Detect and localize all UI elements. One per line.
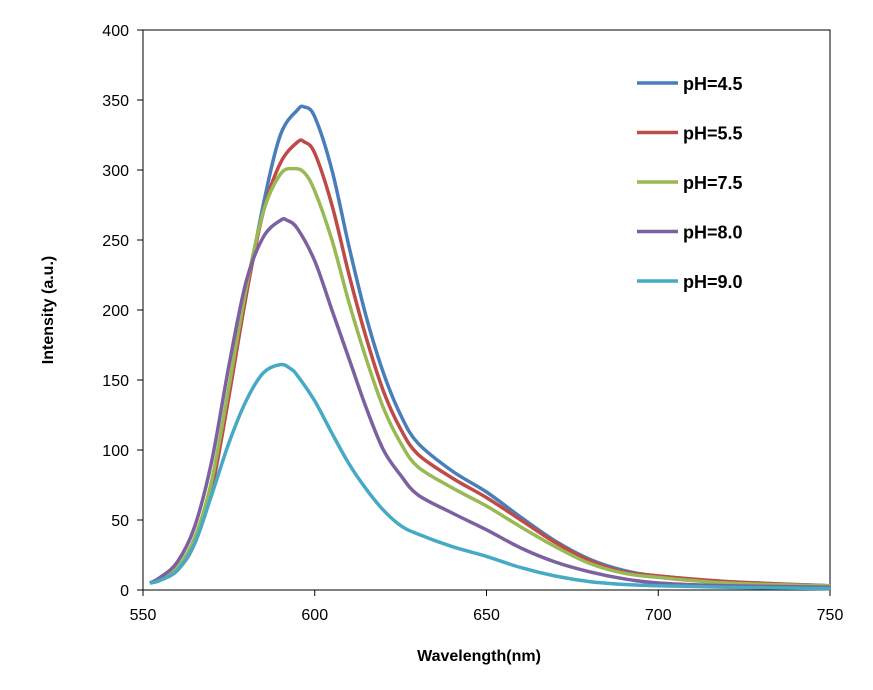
y-tick-label: 50 bbox=[111, 513, 129, 530]
legend-label: pH=8.0 bbox=[683, 223, 743, 243]
x-tick-label: 750 bbox=[817, 607, 844, 624]
x-tick-label: 700 bbox=[645, 607, 672, 624]
y-tick-label: 0 bbox=[120, 583, 129, 600]
x-tick-label: 600 bbox=[301, 607, 328, 624]
y-tick-label: 250 bbox=[102, 233, 129, 250]
series-line-pH=7.5 bbox=[149, 166, 831, 588]
legend-label: pH=5.5 bbox=[683, 124, 743, 144]
x-tick-label: 550 bbox=[130, 607, 157, 624]
y-tick-label: 400 bbox=[102, 23, 129, 40]
legend-label: pH=7.5 bbox=[683, 173, 743, 193]
x-tick-label: 650 bbox=[473, 607, 500, 624]
x-axis-label: Wavelength(nm) bbox=[417, 648, 541, 665]
y-axis-label: Intensity (a.u.) bbox=[40, 256, 57, 364]
legend-label: pH=9.0 bbox=[683, 272, 743, 292]
y-tick-label: 200 bbox=[102, 303, 129, 320]
y-tick-label: 350 bbox=[102, 93, 129, 110]
y-tick-label: 100 bbox=[102, 443, 129, 460]
legend-label: pH=4.5 bbox=[683, 74, 743, 94]
y-tick-label: 150 bbox=[102, 373, 129, 390]
series-line-pH=5.5 bbox=[149, 138, 831, 588]
series-line-pH=9.0 bbox=[149, 362, 831, 591]
series-line-pH=8.0 bbox=[149, 217, 831, 589]
y-tick-label: 300 bbox=[102, 163, 129, 180]
